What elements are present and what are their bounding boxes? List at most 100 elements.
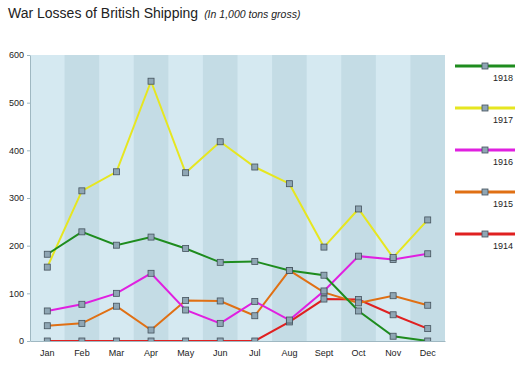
marker — [217, 298, 223, 304]
legend-marker — [482, 105, 488, 111]
x-tick: Feb — [74, 341, 90, 358]
y-axis-line — [30, 56, 31, 342]
marker — [321, 272, 327, 278]
marker — [425, 251, 431, 257]
x-tick-label: Jan — [40, 348, 55, 358]
y-tick-label: 500 — [9, 98, 24, 108]
series — [44, 267, 430, 333]
marker — [79, 301, 85, 307]
y-tick-mark — [27, 103, 30, 104]
marker — [183, 170, 189, 176]
y-tick-label: 0 — [19, 336, 24, 346]
x-tick: Sept — [315, 341, 334, 358]
marker — [183, 246, 189, 252]
marker — [321, 288, 327, 294]
y-tick-label: 400 — [9, 146, 24, 156]
marker — [217, 259, 223, 265]
legend: 19181917191619151914 — [455, 63, 515, 251]
x-tick: Apr — [144, 341, 158, 358]
y-tick-label: 600 — [9, 50, 24, 60]
series-area — [44, 78, 430, 341]
y-axis: 0 100 200 300 400 500 600 — [9, 50, 31, 346]
marker — [44, 338, 50, 341]
marker — [44, 323, 50, 329]
x-tick: Mar — [109, 341, 125, 358]
series-line — [47, 254, 427, 324]
x-axis: Jan Feb Mar Apr May Jun Jul Aug Sept Oct Nov Dec — [31, 341, 446, 358]
marker — [148, 234, 154, 240]
legend-label: 1917 — [493, 115, 513, 125]
x-axis-line — [31, 341, 446, 342]
legend-marker — [482, 231, 488, 237]
marker — [356, 308, 362, 314]
series-line — [47, 81, 427, 267]
plot: 0 100 200 300 400 500 600 Jan Feb Mar Apr May Jun Jul… — [9, 50, 446, 358]
marker — [425, 302, 431, 308]
marker — [148, 327, 154, 333]
y-tick: 300 — [9, 193, 30, 203]
x-tick: May — [177, 341, 195, 358]
marker — [425, 326, 431, 332]
chart: War Losses of British Shipping(In 1,000 … — [0, 0, 525, 373]
plot-background — [30, 55, 445, 341]
marker — [252, 258, 258, 264]
x-tick-label: Nov — [385, 348, 402, 358]
marker — [321, 244, 327, 250]
marker — [79, 229, 85, 235]
y-tick-label: 100 — [9, 289, 24, 299]
series — [44, 296, 430, 341]
marker — [44, 308, 50, 314]
legend-item: 1914 — [455, 231, 515, 251]
band — [65, 55, 100, 341]
marker — [390, 293, 396, 299]
x-tick-label: Apr — [144, 348, 158, 358]
x-tick-label: May — [177, 348, 195, 358]
x-tick-label: Aug — [281, 348, 297, 358]
x-tick: Jan — [40, 341, 55, 358]
marker — [252, 298, 258, 304]
title-text: War Losses of British Shipping — [8, 5, 198, 21]
x-tick-label: Jul — [249, 348, 261, 358]
y-tick-label: 200 — [9, 241, 24, 251]
marker — [390, 333, 396, 339]
y-tick-mark — [27, 293, 30, 294]
x-tick: Dec — [420, 341, 437, 358]
x-tick-label: Mar — [109, 348, 125, 358]
marker — [252, 313, 258, 319]
marker — [286, 181, 292, 187]
marker — [148, 338, 154, 341]
x-tick-label: Sept — [315, 348, 334, 358]
x-tick-label: Feb — [74, 348, 90, 358]
marker — [44, 251, 50, 257]
y-tick-mark — [27, 150, 30, 151]
y-tick: 400 — [9, 146, 30, 156]
marker — [356, 300, 362, 306]
series-line — [47, 232, 427, 341]
legend-label: 1915 — [493, 199, 513, 209]
marker — [286, 267, 292, 273]
x-tick: Jun — [213, 341, 228, 358]
marker — [286, 317, 292, 323]
x-tick-label: Jun — [213, 348, 228, 358]
x-tick: Aug — [281, 341, 297, 358]
marker — [252, 164, 258, 170]
y-tick: 600 — [9, 50, 30, 60]
y-tick-mark — [27, 341, 30, 342]
legend-marker — [482, 63, 488, 69]
y-tick-mark — [27, 55, 30, 56]
series-line — [47, 270, 427, 330]
legend-item: 1915 — [455, 189, 515, 209]
marker — [148, 270, 154, 276]
marker — [183, 338, 189, 341]
x-tick-label: Dec — [420, 348, 437, 358]
x-tick: Nov — [385, 341, 402, 358]
y-tick: 500 — [9, 98, 30, 108]
marker — [113, 242, 119, 248]
x-tick: Oct — [352, 341, 367, 358]
legend-label: 1918 — [493, 73, 513, 83]
legend-item: 1917 — [455, 105, 515, 125]
y-tick: 0 — [19, 336, 30, 346]
marker — [217, 320, 223, 326]
marker — [183, 297, 189, 303]
marker — [217, 139, 223, 145]
